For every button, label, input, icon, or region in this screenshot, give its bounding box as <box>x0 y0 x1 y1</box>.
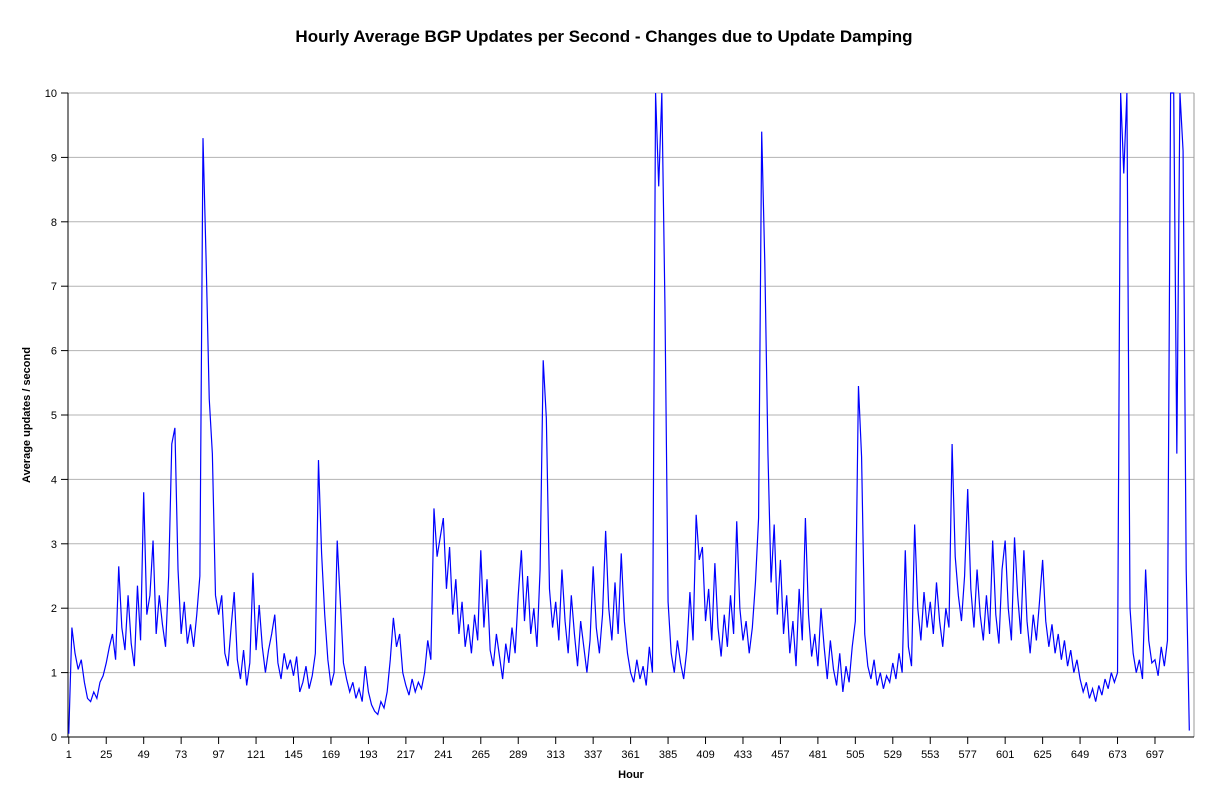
svg-text:1: 1 <box>66 749 72 761</box>
y-axis-ticks: 0 1 2 3 4 5 6 7 8 9 10 <box>45 88 68 744</box>
svg-text:481: 481 <box>809 749 827 761</box>
svg-text:385: 385 <box>659 749 677 761</box>
svg-text:649: 649 <box>1071 749 1089 761</box>
svg-text:73: 73 <box>175 749 187 761</box>
svg-text:7: 7 <box>51 281 57 293</box>
svg-text:8: 8 <box>51 217 57 229</box>
svg-text:193: 193 <box>359 749 377 761</box>
chart-title: Hourly Average BGP Updates per Second - … <box>295 27 913 46</box>
svg-text:265: 265 <box>472 749 490 761</box>
svg-text:529: 529 <box>884 749 902 761</box>
svg-text:409: 409 <box>696 749 714 761</box>
gridlines <box>68 92 1194 674</box>
svg-text:6: 6 <box>51 346 57 358</box>
svg-text:0: 0 <box>51 732 57 744</box>
svg-text:97: 97 <box>212 749 224 761</box>
svg-text:25: 25 <box>100 749 112 761</box>
svg-text:49: 49 <box>138 749 150 761</box>
svg-text:10: 10 <box>45 88 57 100</box>
svg-text:337: 337 <box>584 749 602 761</box>
svg-text:241: 241 <box>434 749 452 761</box>
svg-text:505: 505 <box>846 749 864 761</box>
svg-text:601: 601 <box>996 749 1014 761</box>
svg-text:2: 2 <box>51 603 57 615</box>
svg-text:5: 5 <box>51 410 57 422</box>
svg-text:4: 4 <box>51 474 57 486</box>
svg-text:3: 3 <box>51 539 57 551</box>
svg-text:577: 577 <box>959 749 977 761</box>
svg-text:433: 433 <box>734 749 752 761</box>
bgp-updates-series-line <box>68 92 1190 734</box>
svg-text:121: 121 <box>247 749 265 761</box>
svg-text:361: 361 <box>621 749 639 761</box>
svg-text:145: 145 <box>284 749 302 761</box>
svg-text:457: 457 <box>771 749 789 761</box>
svg-text:9: 9 <box>51 152 57 164</box>
svg-text:673: 673 <box>1108 749 1126 761</box>
svg-text:553: 553 <box>921 749 939 761</box>
svg-text:289: 289 <box>509 749 527 761</box>
svg-text:1: 1 <box>51 668 57 680</box>
svg-text:625: 625 <box>1033 749 1051 761</box>
x-axis-title: Hour <box>618 769 644 781</box>
svg-text:169: 169 <box>322 749 340 761</box>
x-axis-ticks: 1 25 49 73 97 121 145 169 193 217 241 265 289 313 337 3… <box>66 737 1164 761</box>
svg-text:217: 217 <box>397 749 415 761</box>
svg-text:697: 697 <box>1146 749 1164 761</box>
svg-text:313: 313 <box>547 749 565 761</box>
